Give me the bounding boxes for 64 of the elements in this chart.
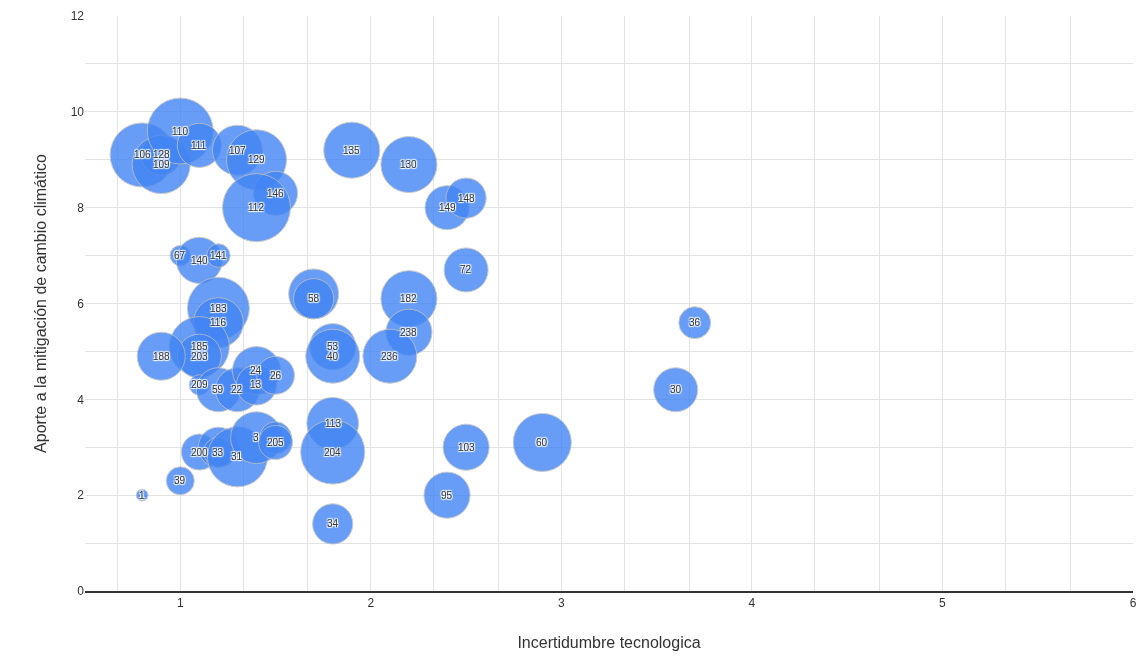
y-tick-label: 4 <box>77 392 85 407</box>
x-tick-label: 2 <box>367 596 375 611</box>
annotation: 33 <box>212 447 224 458</box>
annotation: 148 <box>458 193 476 204</box>
y-tick-label: 6 <box>77 296 85 311</box>
annotation: 53 <box>327 341 339 352</box>
x-axis-title: Incertidumbre tecnologica <box>517 634 701 652</box>
y-tick-label: 8 <box>77 200 85 215</box>
annotation: 59 <box>212 384 224 395</box>
annotation: 238 <box>400 327 418 338</box>
annotation: 103 <box>458 442 476 453</box>
annotation: 30 <box>670 384 682 395</box>
y-tick-label: 10 <box>70 105 85 120</box>
annotation: 182 <box>400 293 418 304</box>
y-tick-label: 2 <box>77 488 85 503</box>
y-axis-title: Aporte a la mitigación de cambio climático <box>31 154 49 453</box>
y-tick-label: 12 <box>70 9 85 24</box>
annotation: 185 <box>191 341 209 352</box>
annotation: 129 <box>248 154 266 165</box>
annotation: 22 <box>231 384 243 395</box>
annotation: 236 <box>381 351 399 362</box>
annotation: 58 <box>308 293 320 304</box>
x-tick-label: 6 <box>1129 596 1137 611</box>
x-tick-label: 3 <box>558 596 566 611</box>
annotation: 113 <box>325 418 342 429</box>
annotation: 3 <box>253 432 259 443</box>
annotation: 67 <box>174 250 186 261</box>
annotation: 203 <box>191 351 209 362</box>
annotation: 13 <box>250 379 262 390</box>
annotation: 110 <box>172 126 189 137</box>
annotation: 183 <box>210 303 228 314</box>
annotation: 106 <box>134 149 152 160</box>
annotation: 112 <box>248 202 265 213</box>
annotation: 107 <box>229 145 247 156</box>
x-tick-label: 5 <box>939 596 947 611</box>
annotation: 146 <box>267 188 285 199</box>
annotation: 31 <box>231 451 243 462</box>
annotation: 140 <box>191 255 209 266</box>
annotation: 1 <box>139 490 145 501</box>
x-tick-label: 4 <box>748 596 756 611</box>
annotation: 109 <box>153 159 171 170</box>
annotation: 200 <box>191 447 209 458</box>
annotation: 34 <box>327 518 339 529</box>
annotation: 128 <box>153 149 171 160</box>
annotation: 149 <box>439 202 457 213</box>
annotation: 60 <box>536 437 548 448</box>
annotation: 209 <box>191 379 209 390</box>
annotation: 204 <box>324 447 342 458</box>
annotation: 36 <box>689 317 701 328</box>
annotation: 24 <box>250 365 262 376</box>
annotation: 39 <box>174 475 186 486</box>
annotation: 188 <box>153 351 171 362</box>
annotation: 205 <box>267 437 285 448</box>
annotation: 116 <box>210 317 227 328</box>
y-tick-label: 0 <box>77 584 85 599</box>
annotation: 40 <box>327 351 339 362</box>
annotation: 111 <box>191 140 207 151</box>
annotation: 72 <box>460 264 472 275</box>
annotation: 141 <box>210 250 228 261</box>
annotation: 130 <box>400 159 418 170</box>
annotation: 95 <box>441 490 453 501</box>
x-tick-label: 1 <box>176 596 184 611</box>
annotation: 135 <box>343 145 361 156</box>
annotation: 26 <box>270 370 282 381</box>
